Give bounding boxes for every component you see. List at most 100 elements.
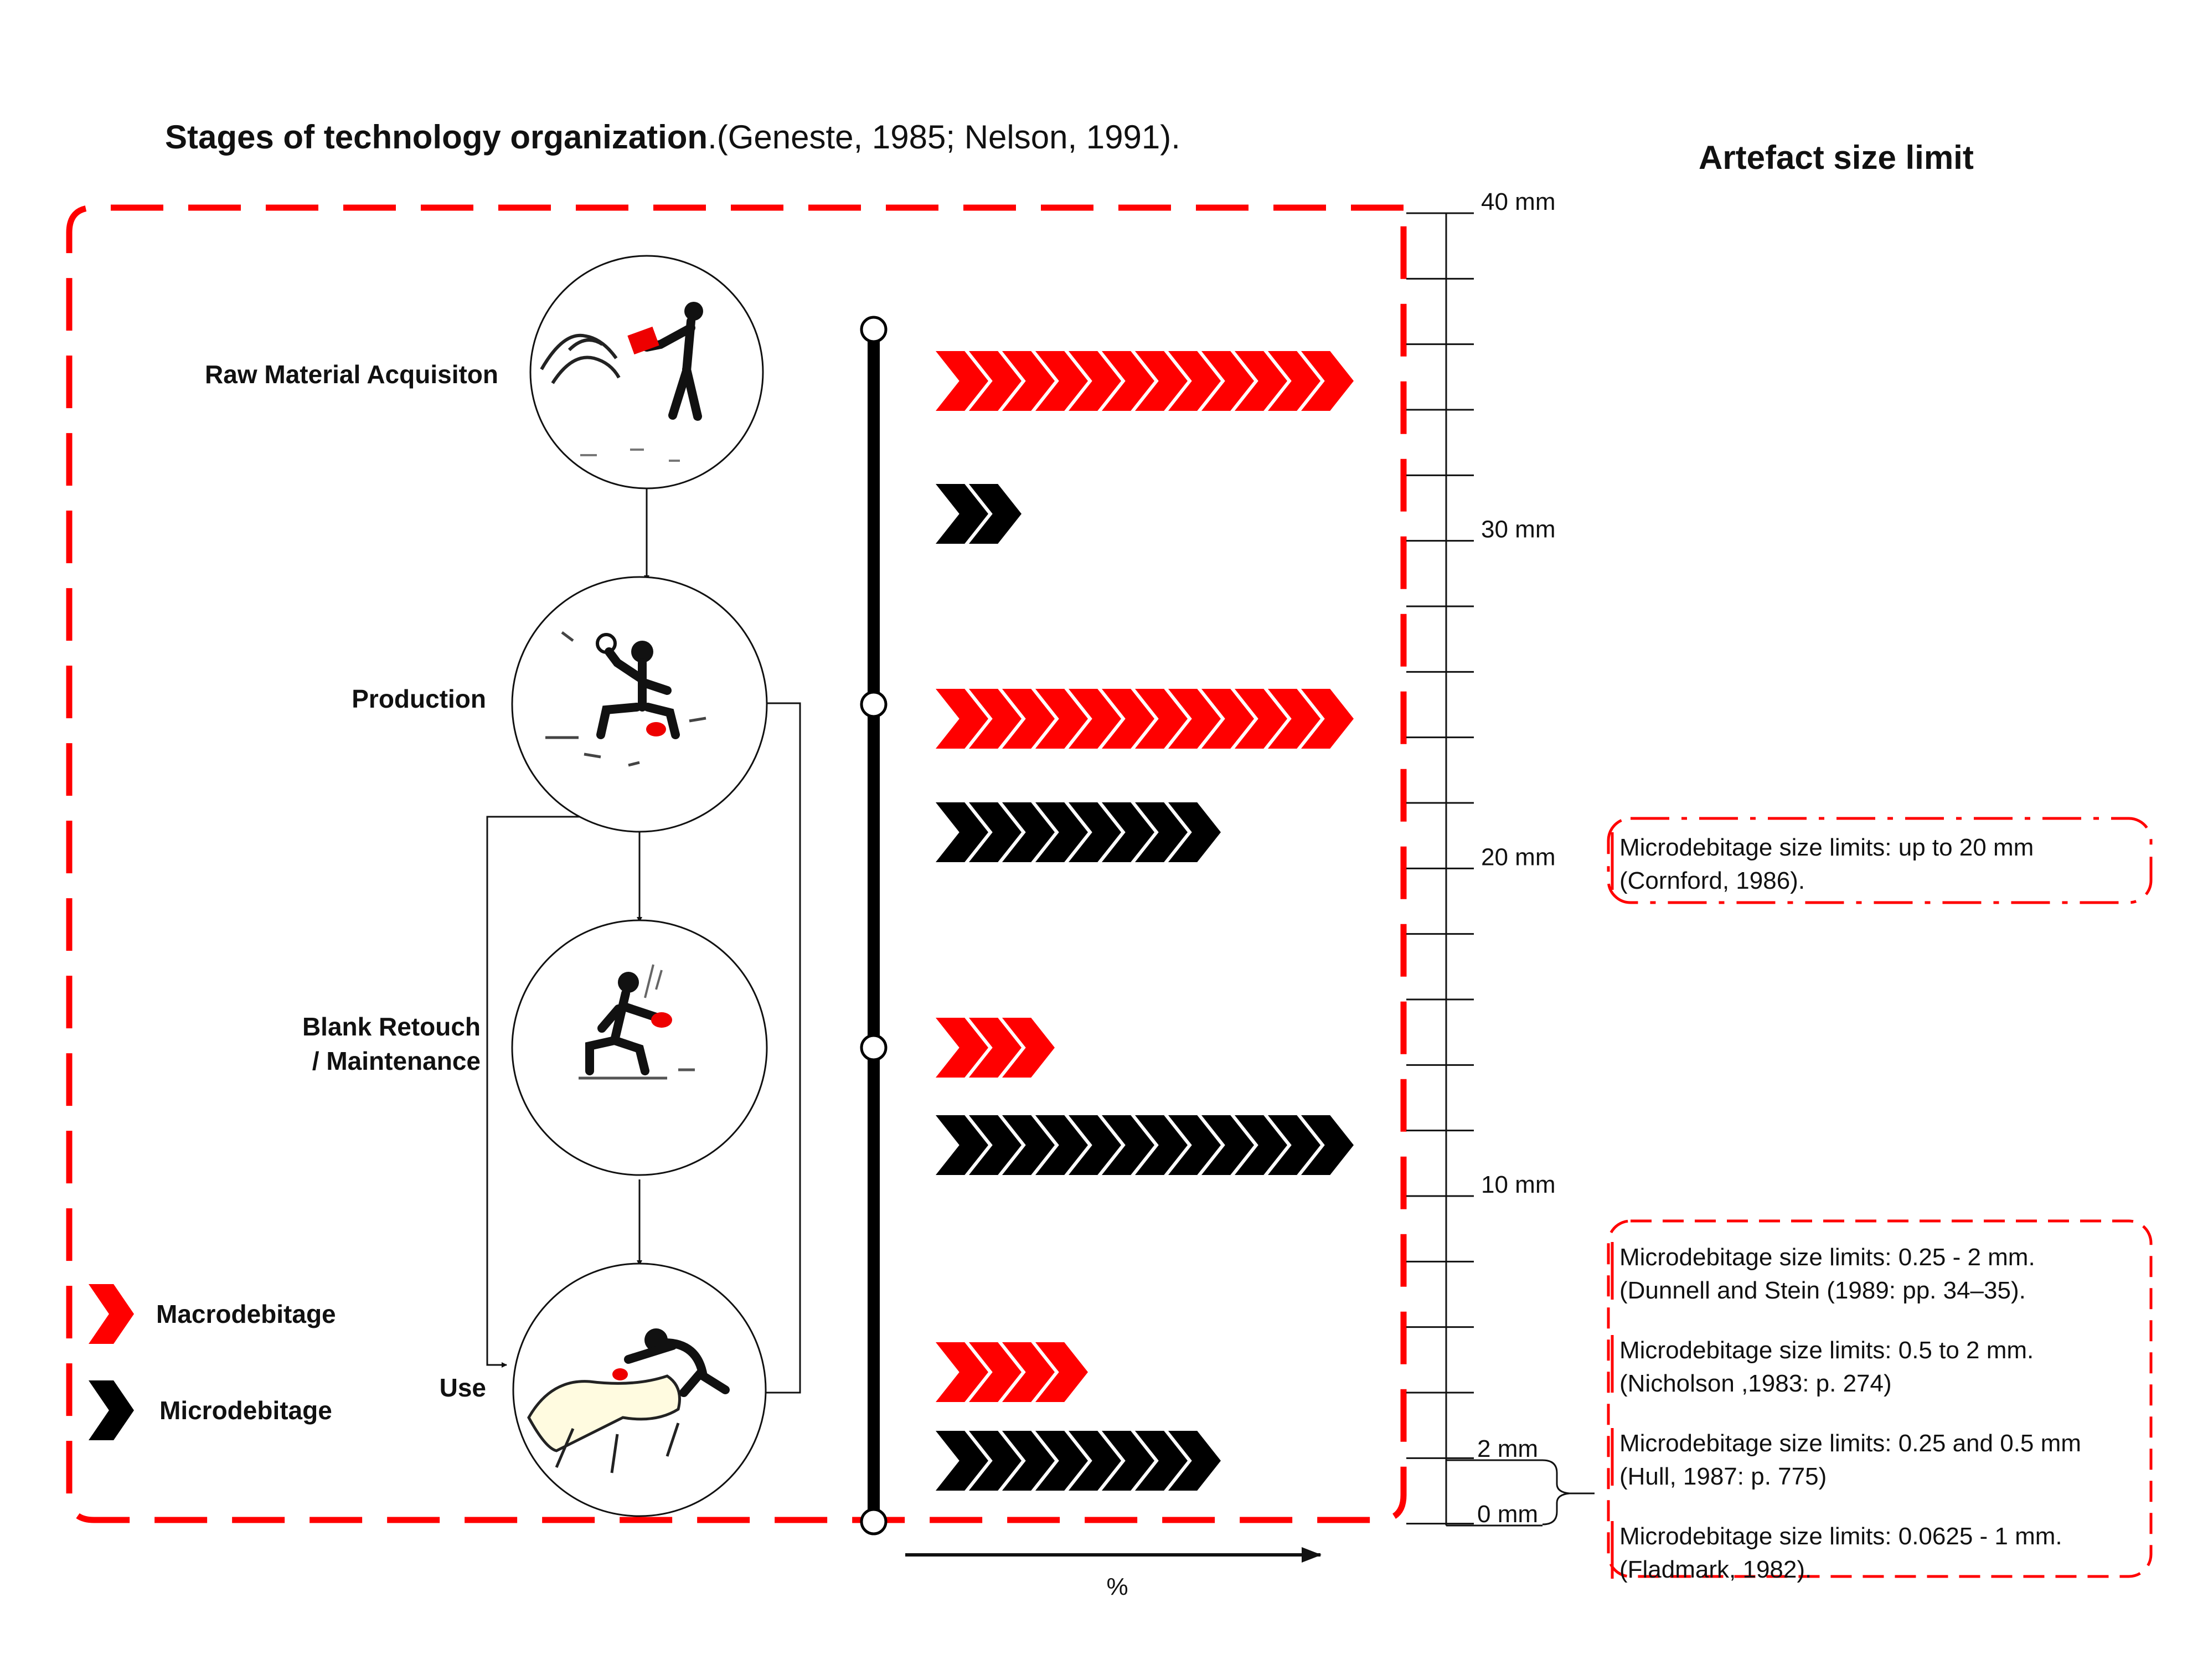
macrodebitage-chevron (1002, 1018, 1055, 1078)
size-limit-note: Microdebitage size limits: 0.25 - 2 mm. (… (1611, 1242, 2035, 1304)
macrodebitage-chevron (936, 351, 988, 411)
note-box-cornford (1607, 817, 2153, 904)
microdebitage-chevron (936, 1431, 988, 1491)
size-limit-note: Microdebitage size limits: 0.25 and 0.5 … (1611, 1428, 2081, 1490)
microdebitage-chevron (936, 1115, 988, 1175)
macrodebitage-chevron (1168, 689, 1221, 749)
microdebitage-chevron (1035, 1431, 1088, 1491)
macrodebitage-chevron (1301, 351, 1354, 411)
size-limit-note: Microdebitage size limits: 0.5 to 2 mm. (… (1611, 1335, 2034, 1397)
macrodebitage-chevron (1268, 351, 1320, 411)
note-line: (Cornford, 1986). (1619, 867, 1805, 894)
macrodebitage-chevron (936, 1018, 988, 1078)
macrodebitage-chevron (1069, 351, 1121, 411)
microdebitage-chevron (1102, 802, 1154, 862)
scale-tick-label: 30 mm (1481, 516, 1555, 543)
title-bold: Stages of technology organization (165, 118, 708, 156)
legend: Macrodebitage Microdebitage (89, 1284, 336, 1440)
scale-tick-label: 0 mm (1477, 1501, 1538, 1528)
note-line: (Fladmark, 1982). (1619, 1556, 1812, 1583)
note-line: Microdebitage size limits: up to 20 mm (1619, 834, 2034, 861)
microdebitage-chevron (1069, 1431, 1121, 1491)
microdebitage-chevron (1002, 802, 1055, 862)
macrodebitage-chevron (1135, 351, 1188, 411)
microdebitage-chevron (1002, 1115, 1055, 1175)
gathering-figure-icon (540, 302, 703, 462)
macrodebitage-chevron (936, 689, 988, 749)
macrodebitage-chevron (1002, 1342, 1055, 1402)
flow-bypass-production-use (486, 816, 587, 1368)
microdebitage-chevron (969, 802, 1022, 862)
microdebitage-chevron (1135, 1115, 1188, 1175)
retouching-figure-icon (579, 964, 695, 1080)
macrodebitage-chevron (1201, 351, 1254, 411)
legend-item: Macrodebitage (89, 1284, 336, 1344)
stage-node: Use (440, 1262, 767, 1517)
microdebitage-chevron (1168, 1115, 1221, 1175)
macrodebitage-chevron (936, 1342, 988, 1402)
microdebitage-chevron (936, 484, 988, 544)
scale-tick-label: 20 mm (1481, 843, 1555, 870)
microdebitage-chevron (1268, 1115, 1320, 1175)
stage-label: Production (352, 684, 486, 713)
microdebitage-chevron (1135, 802, 1188, 862)
macrodebitage-row (936, 1018, 1055, 1078)
microdebitage-chevron (969, 484, 1022, 544)
macrodebitage-chevron (1168, 351, 1221, 411)
microdebitage-chevron (1201, 1115, 1254, 1175)
microdebitage-row (936, 484, 1022, 544)
microdebitage-row (936, 1115, 1354, 1175)
macrodebitage-chevron (969, 1018, 1022, 1078)
microdebitage-row (936, 1431, 1221, 1491)
macrodebitage-chevron (969, 689, 1022, 749)
flow-connectors (486, 487, 801, 1394)
note-box-microdebitage-limits (1607, 1219, 2153, 1578)
macrodebitage-chevron (1102, 689, 1154, 749)
microdebitage-chevron (936, 802, 988, 862)
stage-node: Raw Material Acquisiton (205, 255, 764, 489)
macrodebitage-chevron (1201, 689, 1254, 749)
stage-label: Blank Retouch (302, 1012, 481, 1041)
note-line: Microdebitage size limits: 0.25 and 0.5 … (1619, 1430, 2081, 1457)
microdebitage-chevron (1168, 802, 1221, 862)
timeline-node (860, 1034, 888, 1061)
stage-circle (529, 255, 764, 489)
timeline-node (860, 316, 888, 343)
size-scale: 40 mm 30 mm 20 mm 10 mm 2 mm 0 mm (1406, 188, 1555, 1528)
percent-axis-label: % (1106, 1573, 1128, 1600)
stage-label: Raw Material Acquisiton (205, 360, 498, 389)
timeline-node (860, 690, 888, 718)
diagram-title: Stages of technology organization.(Genes… (165, 118, 1180, 156)
notes-bottom: Microdebitage size limits: 0.25 - 2 mm. (… (1611, 1242, 2081, 1583)
size-brace (1542, 1459, 1570, 1526)
macrodebitage-row (936, 351, 1354, 411)
macrodebitage-chevron (1035, 351, 1088, 411)
microdebitage-chevron (1069, 1115, 1121, 1175)
notes-top: Microdebitage size limits: up to 20 mm (C… (1611, 832, 2034, 894)
chevron-rows (936, 351, 1354, 1491)
macrodebitage-chevron (1069, 689, 1121, 749)
scale-tick-label: 2 mm (1477, 1435, 1538, 1462)
note-line: (Dunnell and Stein (1989: pp. 34–35). (1619, 1277, 2026, 1304)
microdebitage-chevron (969, 1431, 1022, 1491)
note-line: Microdebitage size limits: 0.0625 - 1 mm… (1619, 1523, 2062, 1550)
macrodebitage-row (936, 689, 1354, 749)
microdebitage-row (936, 802, 1221, 862)
microdebitage-chevron (1135, 1431, 1188, 1491)
macrodebitage-chevron (1235, 689, 1287, 749)
butchering-figure-icon (527, 1328, 730, 1473)
note-line: (Nicholson ,1983: p. 274) (1619, 1370, 1892, 1397)
microdebitage-chevron (969, 1115, 1022, 1175)
process-frame (66, 204, 1407, 1523)
stage-node: Production (352, 576, 768, 833)
macrodebitage-chevron (1035, 1342, 1088, 1402)
title-citation: .(Geneste, 1985; Nelson, 1991). (708, 118, 1180, 156)
stage-label: Use (440, 1373, 486, 1402)
timeline (860, 316, 888, 1535)
macrodebitage-row (936, 1342, 1088, 1402)
microdebitage-chevron (1168, 1431, 1221, 1491)
flow-feedback-use-production (754, 700, 801, 1394)
macrodebitage-chevron-icon (89, 1284, 134, 1344)
macrodebitage-chevron (1002, 689, 1055, 749)
macrodebitage-chevron (969, 351, 1022, 411)
